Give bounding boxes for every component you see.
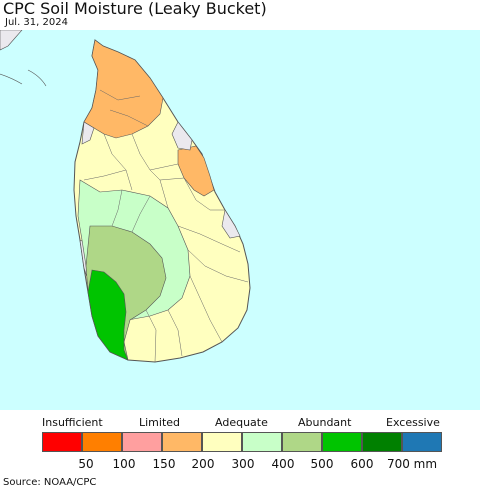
legend-swatch (322, 432, 362, 452)
source-credit: Source: NOAA/CPC (3, 477, 97, 488)
zone-southwest-600 (87, 269, 129, 361)
legend-category-abundant: Abundant (298, 416, 352, 429)
sri-lanka-map (0, 30, 251, 363)
legend-tick: 150 (152, 457, 176, 471)
no-data-patch-w (81, 121, 95, 145)
legend-tick: 300 (231, 457, 255, 471)
map-canvas (0, 30, 480, 410)
legend-swatch (162, 432, 202, 452)
no-data-patch-e (221, 209, 241, 239)
no-data-patch-ne (171, 121, 193, 151)
legend-category-excessive: Excessive (386, 416, 440, 429)
legend-tick: 600 (350, 457, 374, 471)
legend-category-adequate: Adequate (215, 416, 268, 429)
legend-tick: 400 (271, 457, 295, 471)
legend-swatch (82, 432, 122, 452)
legend-swatch (202, 432, 242, 452)
legend-tick: 50 (78, 457, 94, 471)
legend-swatch (122, 432, 162, 452)
legend-swatch (242, 432, 282, 452)
legend-category-limited: Limited (139, 416, 181, 429)
legend-tick: 700 mm (386, 457, 438, 471)
zone-east-200 (177, 145, 215, 197)
legend-color-bar (42, 432, 442, 452)
legend-tick: 500 (310, 457, 334, 471)
legend-swatch (362, 432, 402, 452)
district-borders (83, 89, 249, 363)
legend-category-insufficient: Insufficient (42, 416, 103, 429)
legend-tick: 100 (112, 457, 136, 471)
map-title: CPC Soil Moisture (Leaky Bucket) (3, 0, 267, 18)
legend-swatch (42, 432, 82, 452)
india-coast (0, 30, 23, 51)
india-coast-line (0, 69, 47, 87)
zone-north-200 (83, 39, 164, 139)
map-date: Jul. 31, 2024 (5, 17, 68, 28)
legend-tick: 200 (191, 457, 215, 471)
legend-swatch (282, 432, 322, 452)
legend-swatch (402, 432, 442, 452)
